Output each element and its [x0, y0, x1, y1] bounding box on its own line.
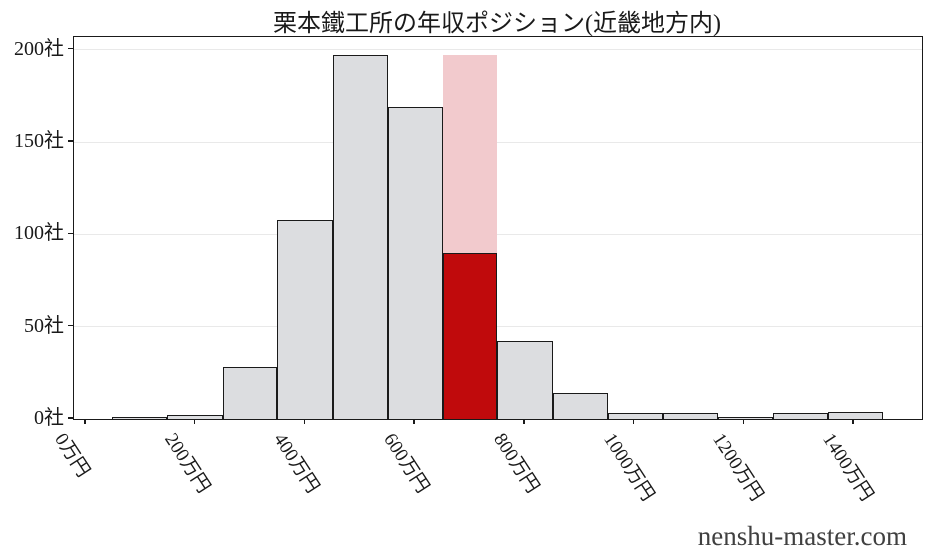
- y-tick-label: 200社: [14, 37, 64, 60]
- x-tick-mark: [413, 419, 415, 425]
- y-tick-mark: [68, 232, 73, 235]
- y-tick-label: 150社: [14, 130, 64, 153]
- histogram-bar: [277, 219, 333, 419]
- x-tick-label: 1000万円: [598, 429, 658, 505]
- y-tick-label: 50社: [24, 314, 64, 337]
- gridline-100: [74, 233, 922, 235]
- y-tick-mark: [68, 417, 73, 419]
- x-tick-label: 400万円: [269, 429, 324, 497]
- x-tick-label: 1400万円: [818, 429, 878, 505]
- histogram-bar: [387, 106, 443, 419]
- histogram-bar: [552, 393, 608, 419]
- histogram-bar: [828, 411, 884, 419]
- plot-area: [73, 36, 923, 420]
- x-tick-label: 600万円: [379, 429, 434, 497]
- gridline-50: [74, 326, 922, 328]
- highlight-bar: [442, 252, 498, 419]
- histogram-bar: [772, 413, 829, 419]
- histogram-bar: [662, 413, 718, 419]
- y-tick-mark: [68, 140, 73, 142]
- x-tick-label: 200万円: [159, 429, 214, 497]
- x-tick-mark: [84, 419, 86, 425]
- chart-title: 栗本鐵工所の年収ポジション(近畿地方内): [273, 11, 721, 37]
- y-tick-mark: [68, 48, 73, 50]
- x-tick-mark: [742, 419, 744, 425]
- watermark: nenshu-master.com: [697, 521, 907, 551]
- y-tick-mark: [68, 324, 73, 327]
- y-tick-label: 0社: [34, 407, 64, 429]
- x-tick-mark: [852, 419, 854, 425]
- gridline-150: [74, 141, 922, 143]
- x-tick-mark: [632, 419, 635, 425]
- gridline-200: [74, 49, 922, 51]
- y-tick-label: 100社: [14, 222, 64, 245]
- x-tick-label: 1200万円: [708, 429, 768, 505]
- x-tick-mark: [194, 419, 196, 425]
- histogram-bar: [607, 413, 663, 419]
- histogram-bar: [497, 341, 553, 419]
- x-tick-label: 800万円: [489, 429, 543, 497]
- histogram-bar: [112, 417, 168, 419]
- x-tick-label: 0万円: [50, 429, 94, 482]
- histogram-bar: [332, 55, 388, 419]
- histogram-bar: [717, 417, 773, 419]
- x-tick-mark: [303, 419, 306, 425]
- x-tick-mark: [523, 419, 525, 425]
- histogram-bar: [222, 367, 278, 419]
- histogram-bar: [167, 415, 223, 419]
